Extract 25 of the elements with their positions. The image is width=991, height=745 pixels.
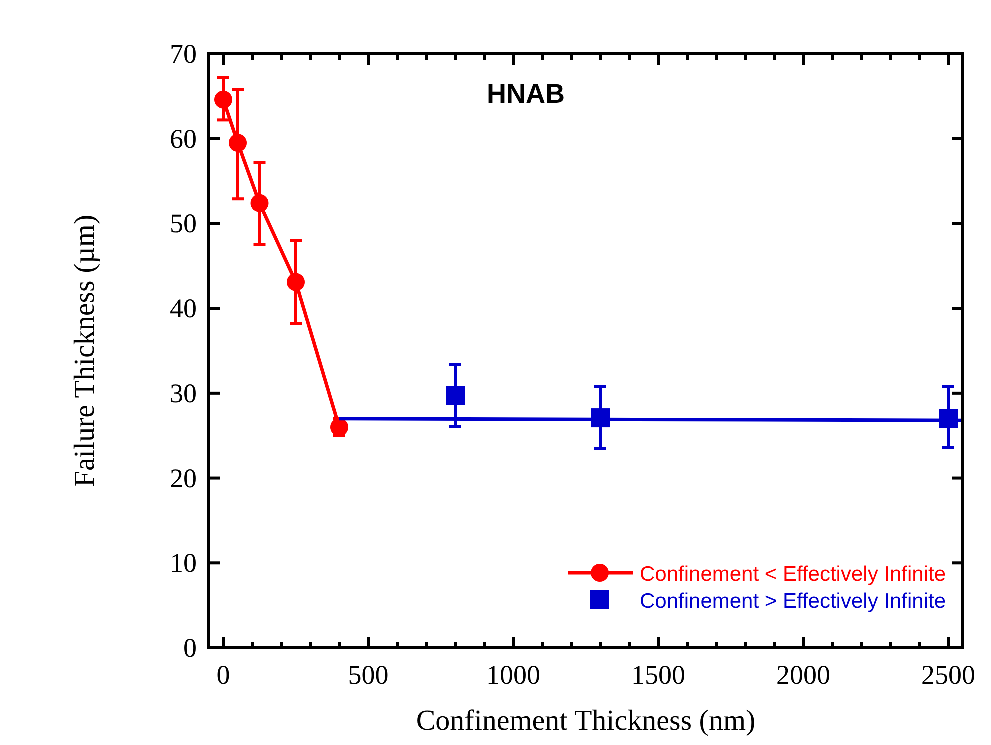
- point: [214, 90, 232, 109]
- y-tick-label: 70: [170, 39, 197, 69]
- legend-label: Confinement > Effectively Infinite: [640, 590, 946, 613]
- text: HNAB: [487, 79, 565, 109]
- x-tick-label: 500: [348, 660, 389, 690]
- y-tick-label: 60: [170, 124, 197, 154]
- y-axis-title: Failure Thickness (µm): [69, 214, 101, 488]
- point: [446, 386, 465, 406]
- y-tick-label: 40: [170, 294, 197, 324]
- x-tick-label: 2500: [922, 660, 976, 690]
- point: [250, 194, 269, 212]
- point: [229, 134, 247, 152]
- y-tick-label: 10: [170, 548, 197, 578]
- x-tick-label: 1500: [632, 660, 686, 690]
- x-tick-label: 2000: [776, 660, 830, 690]
- point: [287, 273, 305, 292]
- y-tick-label: 0: [184, 633, 197, 663]
- y-tick-label: 20: [170, 463, 197, 494]
- legend-label: Confinement < Effectively Infinite: [640, 563, 946, 586]
- point: [330, 418, 348, 436]
- x-tick-label: 1000: [486, 660, 540, 690]
- y-tick-label: 30: [170, 378, 197, 408]
- x-tick-label: 0: [216, 660, 230, 690]
- y-tick-label: 50: [170, 208, 197, 239]
- x-axis-title: Confinement Thickness (nm): [416, 705, 756, 737]
